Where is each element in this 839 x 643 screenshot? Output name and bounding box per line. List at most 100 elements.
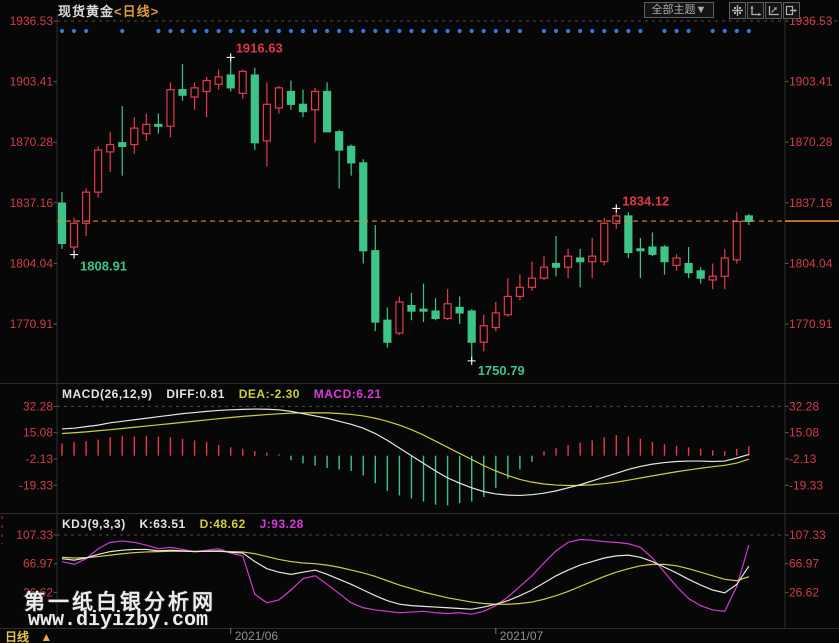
diff-line [61, 408, 750, 497]
signal-dot [505, 28, 510, 34]
signal-dot [722, 28, 727, 34]
crosshair-tool-button[interactable] [729, 2, 746, 19]
macd-dea-value: DEA:-2.30 [238, 387, 300, 401]
signal-dot [71, 28, 77, 34]
candle-body [286, 90, 296, 105]
axis-scale-button[interactable] [765, 2, 782, 19]
extreme-cross-icon [70, 250, 79, 259]
signal-dot [349, 28, 354, 34]
signal-dot [168, 28, 173, 34]
candle-body [744, 215, 753, 223]
signal-dot [288, 28, 294, 34]
signal-dot [252, 28, 257, 34]
candle-body [130, 127, 139, 146]
axis-label: 1770.91 [789, 317, 833, 331]
signal-dot [541, 28, 547, 34]
signal-dot [710, 28, 715, 34]
candle-body [539, 266, 549, 279]
price-annotation: 1916.63 [236, 40, 283, 55]
signal-dot [325, 28, 330, 34]
candle-body [274, 87, 283, 109]
axis-label: -2.13 [789, 452, 817, 466]
candle-body [636, 248, 645, 252]
price-annotation: 1750.79 [478, 363, 525, 378]
candle-body [720, 257, 729, 277]
signal-dot [517, 28, 523, 34]
candle-body [503, 295, 512, 316]
axis-label: 15.08 [789, 426, 819, 440]
candle-body [491, 312, 500, 329]
candle-body [262, 103, 271, 142]
axis-label: 1870.28 [10, 135, 54, 149]
j-line [61, 538, 750, 615]
kdj-d-value: D:48.62 [199, 517, 246, 531]
axis-label: 1936.53 [10, 14, 54, 28]
candle-body [419, 308, 428, 312]
signal-dot [686, 28, 691, 34]
axis-label: -19.33 [789, 478, 823, 492]
signal-dot [590, 28, 595, 34]
axis-label: 1903.41 [789, 75, 833, 89]
candle-body [431, 310, 440, 320]
candle-body [443, 303, 452, 320]
signal-dot [638, 28, 643, 34]
crosshair-icon [732, 5, 743, 16]
pane-popout-button[interactable] [783, 2, 800, 19]
candle-body [298, 103, 308, 113]
candle-body [310, 90, 320, 111]
candle-body [57, 202, 67, 244]
candle-body [467, 310, 476, 343]
price-annotation: 1808.91 [80, 259, 127, 274]
signal-dot [192, 28, 197, 34]
signal-dot [385, 28, 390, 34]
candle-body [395, 301, 404, 334]
popout-icon [785, 5, 797, 16]
candle-body [214, 76, 223, 85]
candle-body [624, 215, 633, 254]
fit-axes-button[interactable] [747, 2, 764, 19]
candle-body [600, 222, 609, 263]
candle-body [455, 306, 464, 314]
candle-body [527, 277, 537, 288]
signal-dot [240, 28, 245, 34]
signal-dot [337, 28, 342, 34]
signal-dot [397, 28, 402, 34]
signal-dot [300, 28, 306, 34]
axis-label: 1870.28 [789, 135, 833, 149]
candle-body [190, 87, 199, 98]
signal-dot [421, 28, 426, 34]
signal-dot [445, 28, 450, 34]
candle-body [371, 250, 380, 323]
signal-dot [662, 28, 667, 34]
month-label: 2021/06 [235, 629, 279, 643]
period-selector[interactable]: 日线 ▲ [5, 628, 52, 643]
signal-dot [409, 28, 414, 34]
candle-body [479, 325, 488, 343]
candle-body [672, 257, 681, 266]
month-label: 2021/07 [500, 629, 544, 643]
signal-dot [553, 28, 559, 34]
extreme-cross-icon [612, 204, 621, 213]
candle-body [347, 145, 356, 164]
candle-body [81, 191, 91, 224]
signal-dot [602, 28, 607, 34]
signal-dot [674, 28, 679, 34]
axis-label: -2.13 [26, 452, 54, 466]
watermark-site-name: 第一纸白银分析网 [24, 591, 216, 614]
extreme-cross-icon [467, 356, 476, 365]
candle-body [178, 89, 187, 96]
signal-dot [156, 28, 161, 34]
macd-macd-value: MACD:6.21 [313, 387, 382, 401]
period-up-arrow-icon: ▲ [40, 630, 53, 643]
watermark-site-url: www.diyizby.com [28, 609, 209, 632]
axis-label: 107.33 [16, 528, 53, 542]
signal-dot [276, 28, 281, 34]
axis-label: 1804.04 [789, 256, 833, 270]
axis-scale-icon [768, 6, 779, 16]
themes-dropdown-button[interactable]: 全部主题▼ [644, 2, 714, 18]
signal-dot [264, 28, 269, 34]
signal-dot [566, 28, 571, 34]
candle-body [202, 79, 211, 93]
